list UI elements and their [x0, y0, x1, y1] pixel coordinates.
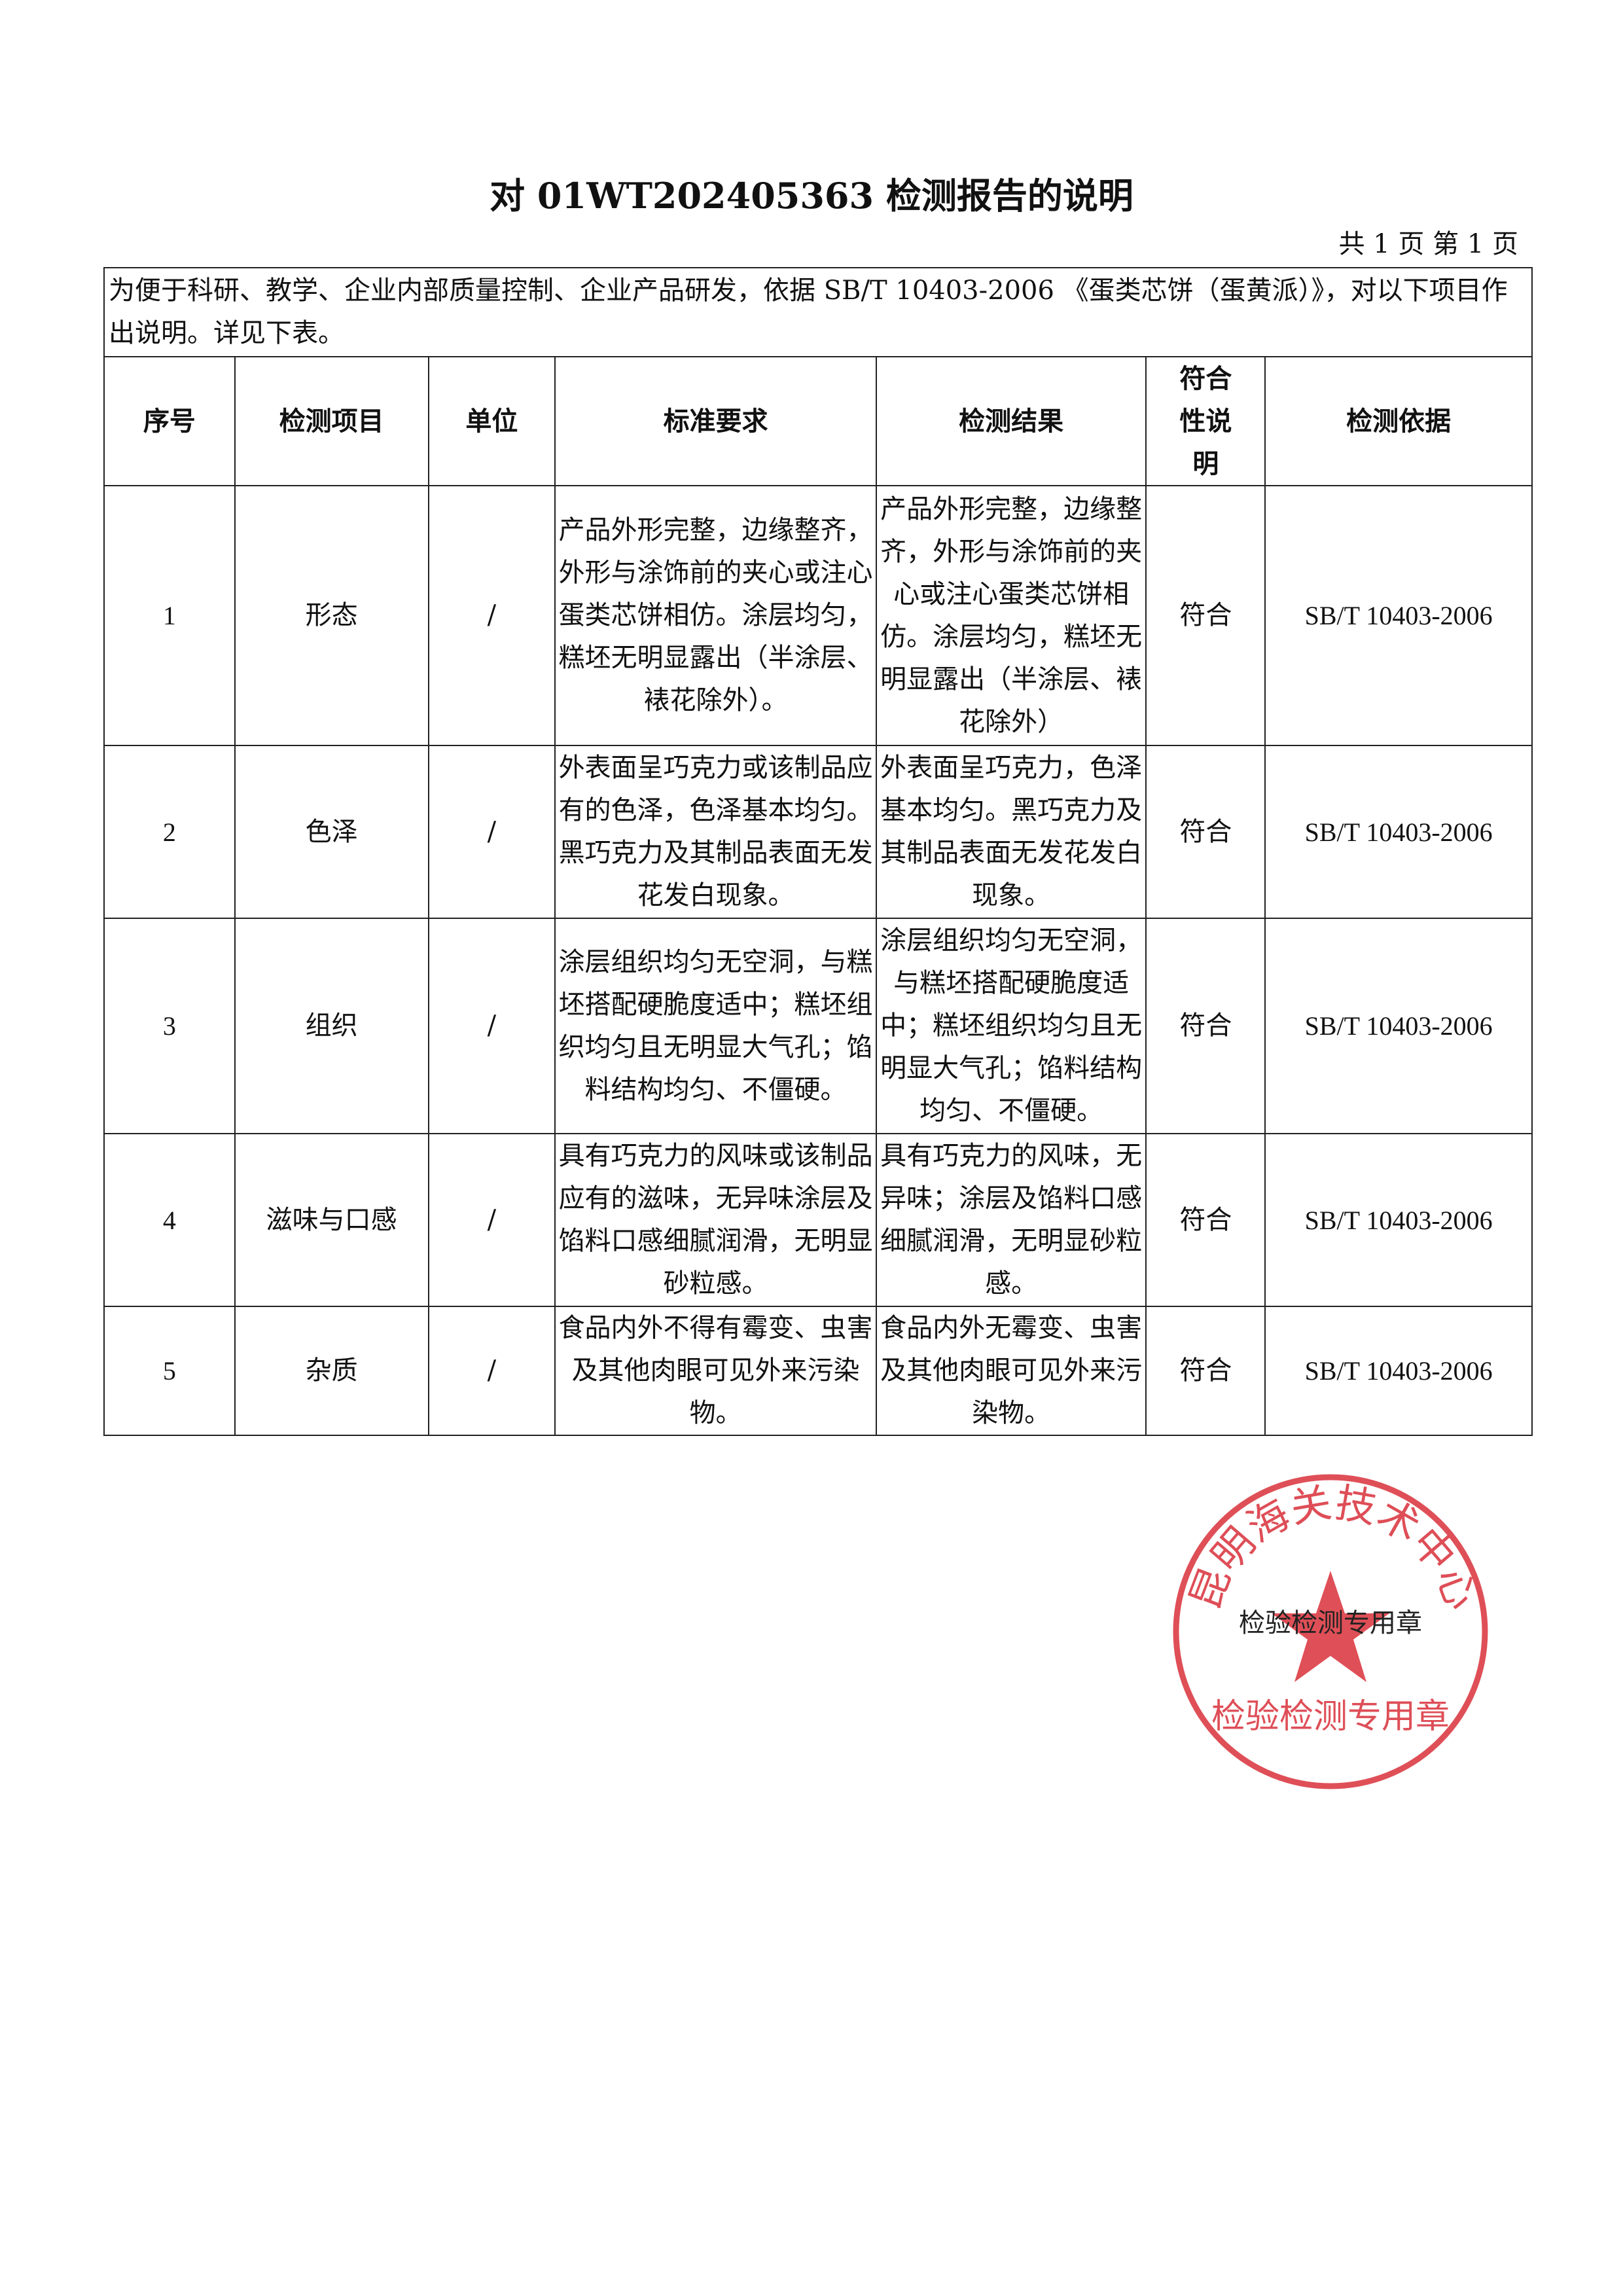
table-row: 2 色泽 / 外表面呈巧克力或该制品应有的色泽，色泽基本均匀。黑巧克力及其制品表面无发…: [103, 745, 1533, 919]
cell-unit: /: [427, 918, 556, 1134]
header-basis: 检测依据: [1264, 356, 1533, 486]
header-conformity: 符合性说明: [1145, 356, 1266, 486]
table-row: 1 形态 / 产品外形完整，边缘整齐，外形与涂饰前的夹心或注心蛋类芯饼相仿。涂层均匀，…: [103, 485, 1533, 746]
cell-no: 2: [103, 745, 236, 919]
cell-conformity: 符合: [1145, 1133, 1266, 1307]
explanation-table: 为便于科研、教学、企业内部质量控制、企业产品研发，依据 SB/T 10403-2…: [103, 267, 1533, 1436]
cell-requirement: 产品外形完整，边缘整齐，外形与涂饰前的夹心或注心蛋类芯饼相仿。涂层均匀，糕坯无明…: [554, 485, 877, 746]
cell-no: 3: [103, 918, 236, 1134]
inspection-seal: 昆明海关技术中心 检验检测专用章 检验检测专用章: [1173, 1474, 1488, 1789]
cell-requirement: 外表面呈巧克力或该制品应有的色泽，色泽基本均匀。黑巧克力及其制品表面无发花发白现…: [554, 745, 877, 919]
cell-item: 组织: [234, 918, 429, 1134]
cell-result: 涂层组织均匀无空洞，与糕坯搭配硬脆度适中；糕坯组织均匀且无明显大气孔；馅料结构均…: [875, 918, 1147, 1134]
cell-item: 色泽: [234, 745, 429, 919]
cell-basis: SB/T 10403-2006: [1264, 485, 1533, 746]
cell-unit: /: [427, 1133, 556, 1307]
intro-text: 为便于科研、教学、企业内部质量控制、企业产品研发，依据 SB/T 10403-2…: [103, 267, 1533, 357]
header-no: 序号: [103, 356, 236, 486]
header-result: 检测结果: [875, 356, 1147, 486]
header-requirement: 标准要求: [554, 356, 877, 486]
cell-result: 具有巧克力的风味，无异味；涂层及馅料口感细腻润滑，无明显砂粒感。: [875, 1133, 1147, 1307]
cell-result: 外表面呈巧克力，色泽基本均匀。黑巧克力及其制品表面无发花发白现象。: [875, 745, 1147, 919]
cell-no: 4: [103, 1133, 236, 1307]
cell-requirement: 食品内外不得有霉变、虫害及其他肉眼可见外来污染物。: [554, 1306, 877, 1436]
cell-conformity: 符合: [1145, 918, 1266, 1134]
cell-unit: /: [427, 745, 556, 919]
cell-no: 1: [103, 485, 236, 746]
page-info: 共 1 页 第 1 页: [1338, 229, 1518, 259]
cell-requirement: 具有巧克力的风味或该制品应有的滋味，无异味涂层及馅料口感细腻润滑，无明显砂粒感。: [554, 1133, 877, 1307]
cell-basis: SB/T 10403-2006: [1264, 918, 1533, 1134]
seal-label: 检验检测专用章: [1211, 1697, 1450, 1736]
cell-basis: SB/T 10403-2006: [1264, 745, 1533, 919]
document-title: 对 01WT202405363 检测报告的说明: [490, 175, 1133, 217]
table-row: 5 杂质 / 食品内外不得有霉变、虫害及其他肉眼可见外来污染物。 食品内外无霉变、虫害及…: [103, 1306, 1533, 1436]
cell-requirement: 涂层组织均匀无空洞，与糕坯搭配硬脆度适中；糕坯组织均匀且无明显大气孔；馅料结构均…: [554, 918, 877, 1134]
table-row: 4 滋味与口感 / 具有巧克力的风味或该制品应有的滋味，无异味涂层及馅料口感细腻润滑，…: [103, 1133, 1533, 1307]
cell-unit: /: [427, 1306, 556, 1436]
cell-item: 杂质: [234, 1306, 429, 1436]
cell-basis: SB/T 10403-2006: [1264, 1133, 1533, 1307]
header-row: 序号 检测项目 单位 标准要求 检测结果 符合性说明 检测依据: [103, 356, 1533, 486]
cell-conformity: 符合: [1145, 1306, 1266, 1436]
cell-conformity: 符合: [1145, 745, 1266, 919]
cell-no: 5: [103, 1306, 236, 1436]
cell-item: 滋味与口感: [234, 1133, 429, 1307]
cell-result: 食品内外无霉变、虫害及其他肉眼可见外来污染物。: [875, 1306, 1147, 1436]
cell-result: 产品外形完整，边缘整齐，外形与涂饰前的夹心或注心蛋类芯饼相仿。涂层均匀，糕坯无明…: [875, 485, 1147, 746]
cell-basis: SB/T 10403-2006: [1264, 1306, 1533, 1436]
seal-overlay-text: 检验检测专用章: [1239, 1608, 1422, 1638]
cell-conformity: 符合: [1145, 485, 1266, 746]
header-item: 检测项目: [234, 356, 429, 486]
table-row: 3 组织 / 涂层组织均匀无空洞，与糕坯搭配硬脆度适中；糕坯组织均匀且无明显大气孔；馅…: [103, 918, 1533, 1134]
cell-item: 形态: [234, 485, 429, 746]
cell-unit: /: [427, 485, 556, 746]
header-unit: 单位: [427, 356, 556, 486]
